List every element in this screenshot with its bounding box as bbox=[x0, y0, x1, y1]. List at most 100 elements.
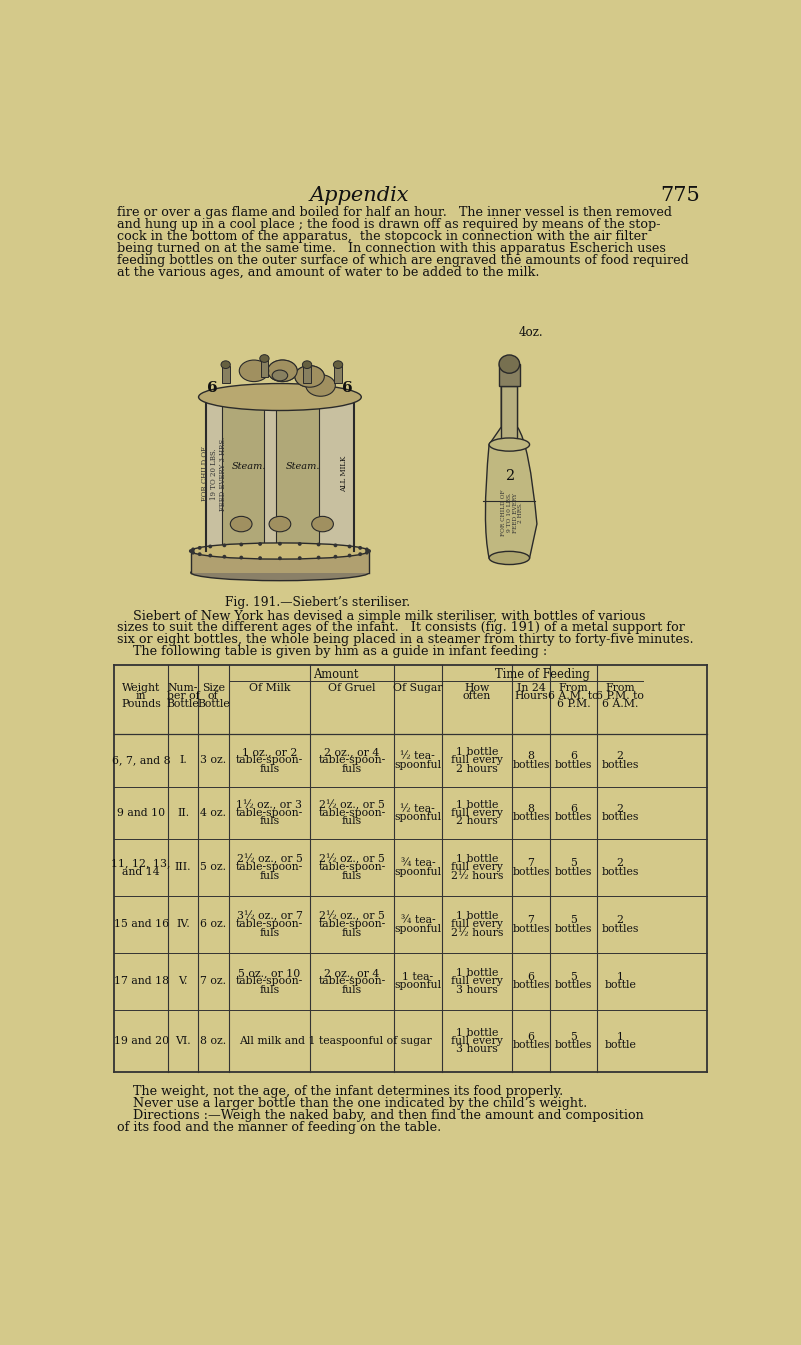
Ellipse shape bbox=[239, 555, 244, 560]
Text: full every: full every bbox=[451, 808, 503, 818]
Text: full every: full every bbox=[451, 976, 503, 986]
Text: 4oz.: 4oz. bbox=[519, 325, 544, 339]
Text: feeding bottles on the outer surface of which are engraved the amounts of food r: feeding bottles on the outer surface of … bbox=[117, 254, 689, 266]
Text: bottles: bottles bbox=[555, 812, 592, 822]
Text: cock in the bottom of the apparatus,  the stopcock in connection with the air fi: cock in the bottom of the apparatus, the… bbox=[117, 230, 647, 243]
Text: Size: Size bbox=[202, 683, 225, 694]
Text: spoonful: spoonful bbox=[394, 924, 441, 933]
Ellipse shape bbox=[268, 360, 297, 382]
Text: bottles: bottles bbox=[513, 760, 549, 769]
Ellipse shape bbox=[298, 542, 302, 546]
Text: FOR CHILD OF
19 TO 20 LBS.
FEED EVERY 3 HRS.: FOR CHILD OF 19 TO 20 LBS. FEED EVERY 3 … bbox=[201, 437, 227, 511]
Text: 11, 12, 13,: 11, 12, 13, bbox=[111, 858, 171, 869]
Text: full every: full every bbox=[451, 1036, 503, 1046]
Text: ber of: ber of bbox=[167, 691, 199, 701]
Text: fuls: fuls bbox=[260, 816, 280, 826]
Text: Steam.: Steam. bbox=[286, 461, 320, 471]
Ellipse shape bbox=[303, 360, 312, 369]
Text: 1: 1 bbox=[617, 1032, 624, 1041]
Text: spoonful: spoonful bbox=[394, 981, 441, 990]
Ellipse shape bbox=[316, 542, 320, 546]
Text: 5: 5 bbox=[570, 972, 577, 982]
Ellipse shape bbox=[269, 516, 291, 531]
Text: bottles: bottles bbox=[513, 1040, 549, 1050]
Text: 6, 7, and 8: 6, 7, and 8 bbox=[112, 756, 171, 765]
Ellipse shape bbox=[231, 516, 252, 531]
Text: How: How bbox=[464, 683, 489, 694]
Text: bottles: bottles bbox=[555, 1040, 592, 1050]
Text: Never use a larger bottle than the one indicated by the child’s weight.: Never use a larger bottle than the one i… bbox=[117, 1098, 587, 1111]
Ellipse shape bbox=[189, 549, 193, 553]
Text: bottles: bottles bbox=[555, 924, 592, 933]
Text: table-spoon-: table-spoon- bbox=[318, 862, 385, 873]
Ellipse shape bbox=[221, 360, 231, 369]
Ellipse shape bbox=[198, 553, 202, 555]
Bar bbox=[222, 366, 230, 383]
Text: table-spoon-: table-spoon- bbox=[235, 756, 303, 765]
Text: 1½ oz., or 3: 1½ oz., or 3 bbox=[236, 799, 303, 810]
Text: bottle: bottle bbox=[604, 1040, 636, 1050]
Text: 2 oz., or 4: 2 oz., or 4 bbox=[324, 968, 380, 978]
Text: 5: 5 bbox=[570, 858, 577, 869]
Text: 6: 6 bbox=[528, 972, 534, 982]
Text: 2½ oz., or 5: 2½ oz., or 5 bbox=[236, 854, 303, 865]
Text: table-spoon-: table-spoon- bbox=[318, 756, 385, 765]
Text: bottles: bottles bbox=[513, 924, 549, 933]
Text: fuls: fuls bbox=[260, 764, 280, 773]
Text: Siebert of New York has devised a simple milk steriliser, with bottles of variou: Siebert of New York has devised a simple… bbox=[117, 609, 646, 623]
Text: ¾ tea-: ¾ tea- bbox=[400, 858, 435, 869]
Text: Fig. 191.—Siebert’s steriliser.: Fig. 191.—Siebert’s steriliser. bbox=[224, 596, 409, 609]
Text: 6 A.M. to: 6 A.M. to bbox=[549, 691, 599, 701]
Ellipse shape bbox=[278, 557, 282, 561]
Ellipse shape bbox=[223, 554, 227, 558]
Ellipse shape bbox=[295, 366, 324, 387]
Text: 6: 6 bbox=[342, 381, 352, 395]
Text: ½ tea-: ½ tea- bbox=[400, 804, 435, 814]
Text: 2½ hours: 2½ hours bbox=[451, 870, 503, 881]
Text: ALL MILK: ALL MILK bbox=[340, 456, 348, 492]
Text: 6: 6 bbox=[207, 381, 218, 395]
Text: and hung up in a cool place ; the food is drawn off as required by means of the : and hung up in a cool place ; the food i… bbox=[117, 218, 661, 231]
Bar bbox=[191, 551, 369, 573]
Text: The following table is given by him as a guide in infant feeding :: The following table is given by him as a… bbox=[117, 646, 547, 658]
Text: 4 oz.: 4 oz. bbox=[200, 808, 226, 818]
Ellipse shape bbox=[258, 557, 262, 560]
Text: 5: 5 bbox=[570, 916, 577, 925]
Text: at the various ages, and amount of water to be added to the milk.: at the various ages, and amount of water… bbox=[117, 266, 540, 278]
Text: in: in bbox=[136, 691, 147, 701]
Text: bottles: bottles bbox=[602, 760, 639, 769]
Ellipse shape bbox=[333, 360, 343, 369]
Ellipse shape bbox=[278, 542, 282, 546]
Text: 2: 2 bbox=[617, 804, 624, 814]
Text: 5 oz., or 10: 5 oz., or 10 bbox=[239, 968, 300, 978]
Text: From: From bbox=[559, 683, 589, 694]
Text: ½ tea-: ½ tea- bbox=[400, 752, 435, 761]
Ellipse shape bbox=[239, 360, 268, 382]
Bar bbox=[207, 397, 353, 551]
Text: fuls: fuls bbox=[260, 985, 280, 994]
Text: bottle: bottle bbox=[604, 981, 636, 990]
Ellipse shape bbox=[333, 543, 337, 547]
Text: 3 hours: 3 hours bbox=[456, 985, 497, 994]
Ellipse shape bbox=[199, 383, 361, 410]
Text: table-spoon-: table-spoon- bbox=[318, 920, 385, 929]
PathPatch shape bbox=[485, 386, 537, 558]
Text: 5 oz.: 5 oz. bbox=[200, 862, 226, 873]
Text: 1 bottle: 1 bottle bbox=[456, 912, 498, 921]
Text: table-spoon-: table-spoon- bbox=[318, 808, 385, 818]
Text: bottles: bottles bbox=[513, 812, 549, 822]
Ellipse shape bbox=[208, 554, 212, 557]
Text: VI.: VI. bbox=[175, 1036, 191, 1046]
Text: V.: V. bbox=[179, 976, 187, 986]
Text: I.: I. bbox=[179, 756, 187, 765]
Text: 1: 1 bbox=[617, 972, 624, 982]
Text: bottles: bottles bbox=[555, 981, 592, 990]
Text: 8 oz.: 8 oz. bbox=[200, 1036, 227, 1046]
Text: bottles: bottles bbox=[555, 866, 592, 877]
Text: 2½ oz., or 5: 2½ oz., or 5 bbox=[319, 911, 385, 921]
Text: fuls: fuls bbox=[342, 764, 362, 773]
Text: 2½ oz., or 5: 2½ oz., or 5 bbox=[319, 799, 385, 810]
Text: 1 tea-: 1 tea- bbox=[402, 972, 433, 982]
Text: 8: 8 bbox=[528, 752, 534, 761]
Text: Steam.: Steam. bbox=[231, 461, 266, 471]
